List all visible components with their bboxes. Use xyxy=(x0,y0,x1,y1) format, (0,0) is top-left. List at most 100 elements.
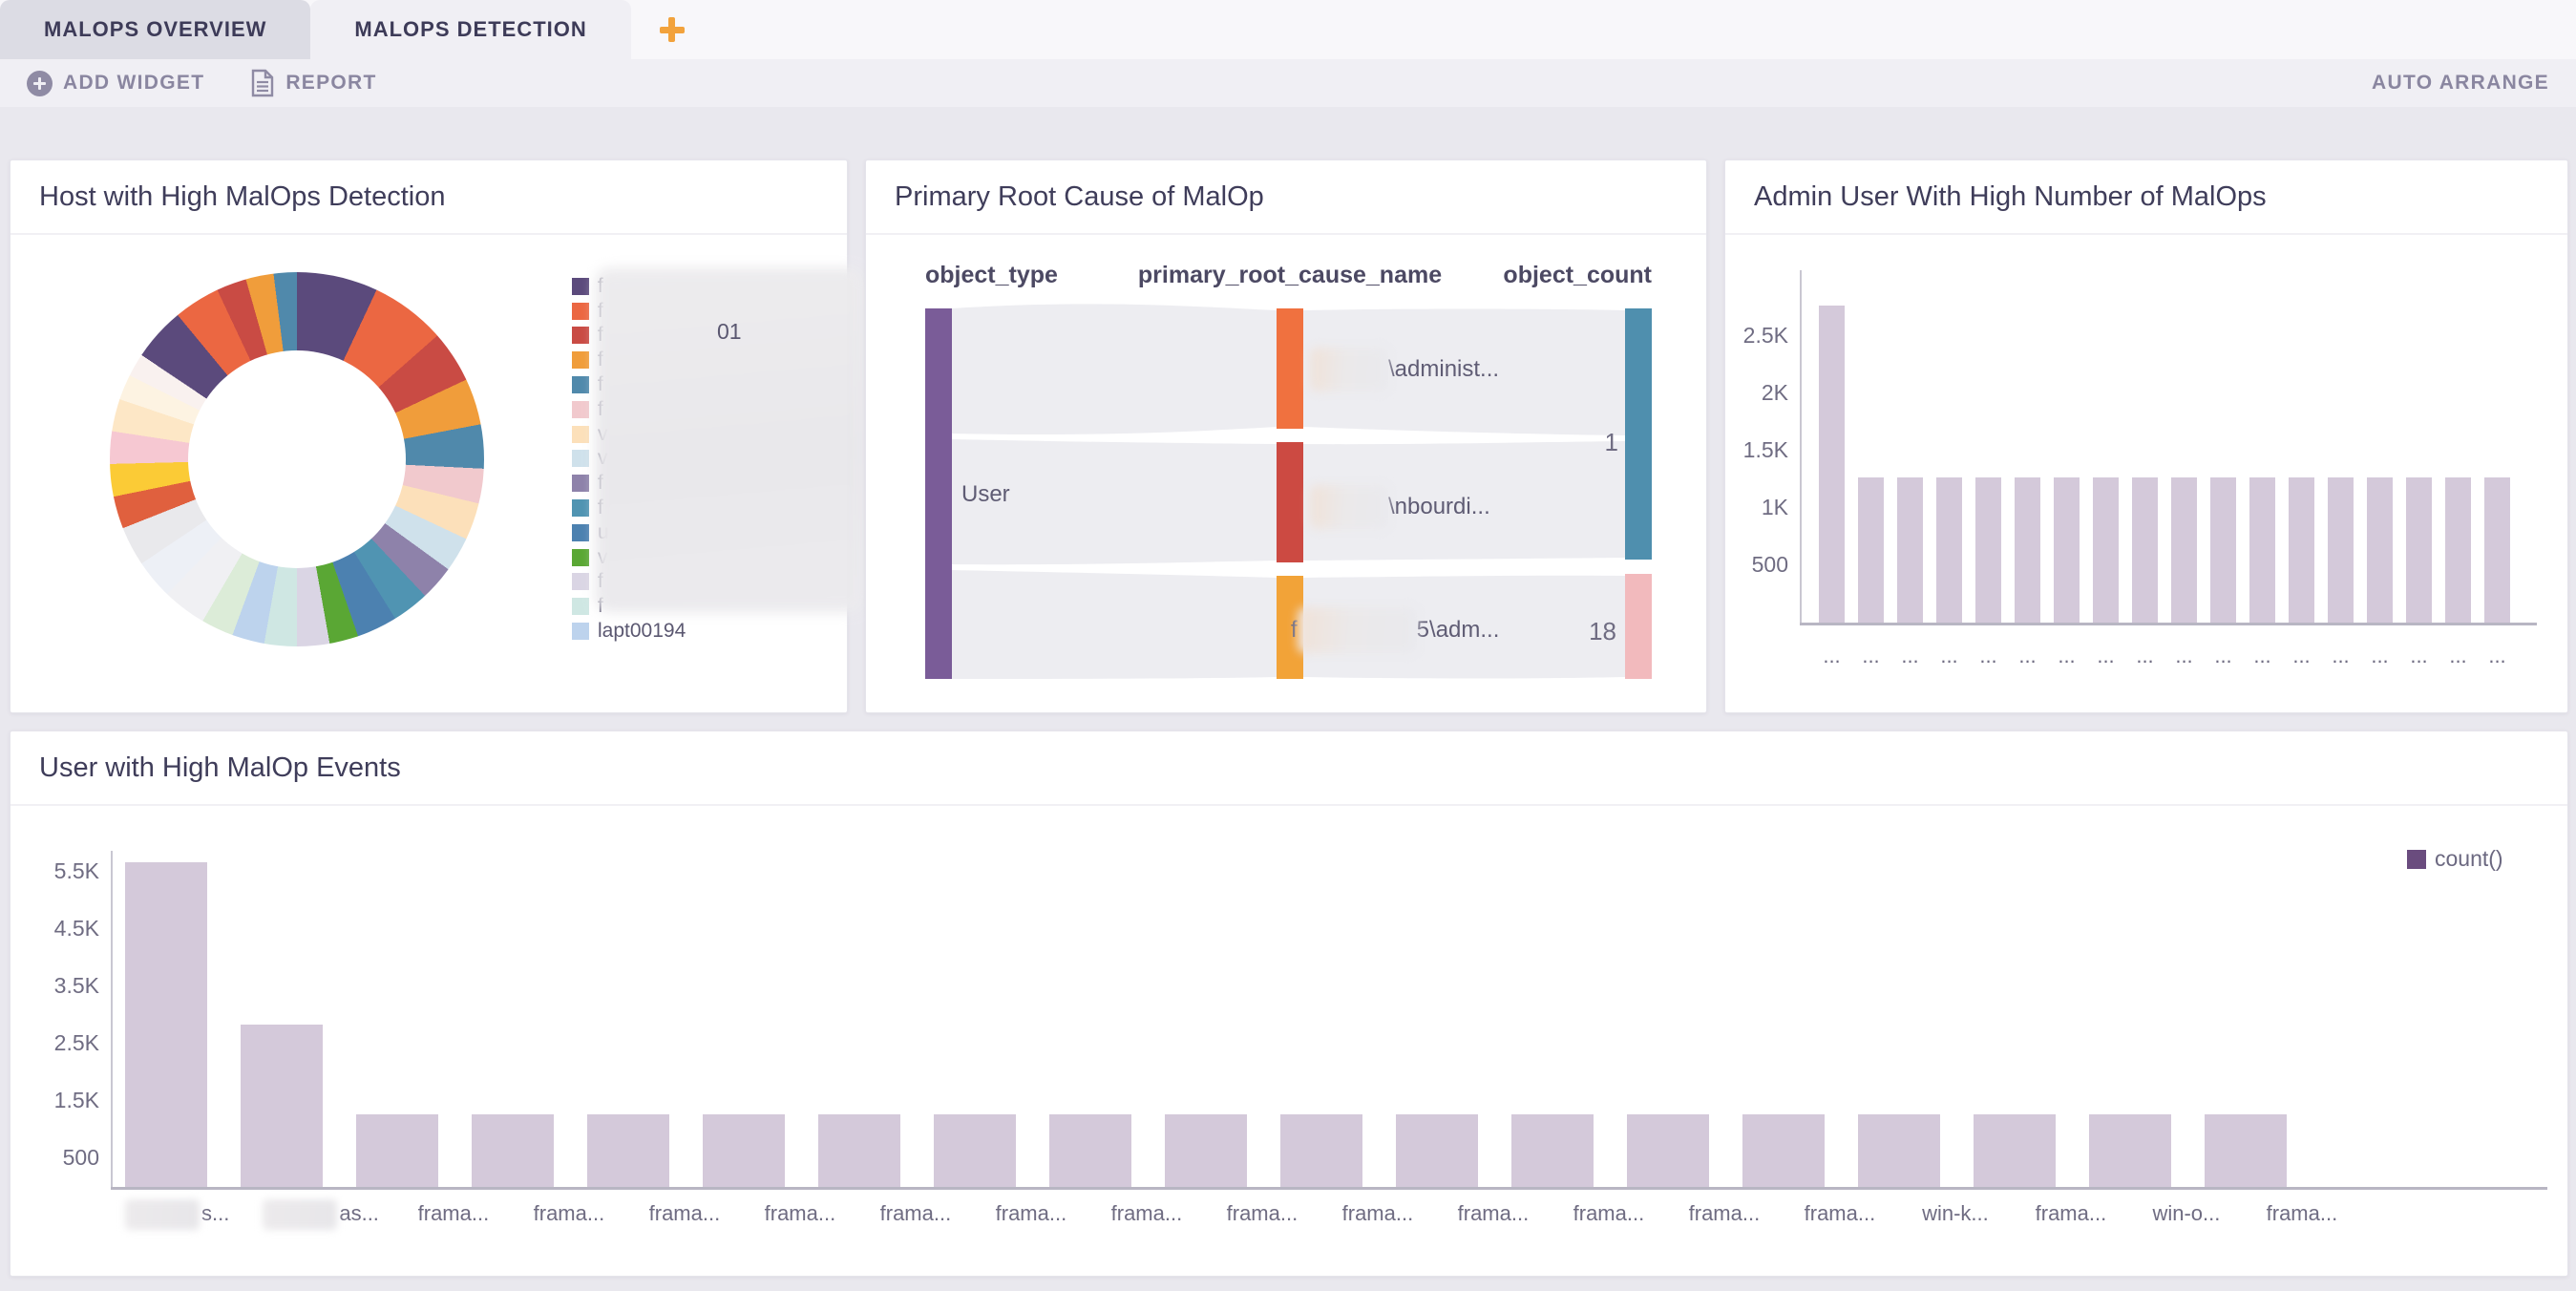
y-axis-tick: 3.5K xyxy=(53,973,99,998)
bar[interactable] xyxy=(1165,1113,1247,1187)
bar[interactable] xyxy=(2328,476,2354,623)
auto-arrange-button[interactable]: AUTO ARRANGE xyxy=(2372,72,2549,95)
y-axis-tick: 1.5K xyxy=(53,1088,99,1112)
bar[interactable] xyxy=(2289,476,2314,623)
tab-label: MALOPS DETECTION xyxy=(354,17,587,41)
auto-arrange-label: AUTO ARRANGE xyxy=(2372,72,2549,94)
bars xyxy=(125,861,2287,1187)
bar[interactable] xyxy=(356,1113,438,1187)
y-axis-tick: 2.5K xyxy=(1742,323,1788,348)
bar[interactable] xyxy=(934,1113,1016,1187)
sankey-count-value: 18 xyxy=(1589,617,1616,646)
x-axis-label: win-o... xyxy=(2152,1201,2221,1225)
bar[interactable] xyxy=(1858,1113,1940,1187)
sankey-ribbons xyxy=(952,304,1625,679)
sankey-node-cause-2[interactable] xyxy=(1277,442,1303,562)
sankey-node-cause-1[interactable] xyxy=(1277,308,1303,429)
x-axis-label: ... xyxy=(1979,644,1997,667)
legend-swatch xyxy=(572,327,589,345)
bar[interactable] xyxy=(2205,1113,2287,1187)
bar[interactable] xyxy=(587,1113,669,1187)
bar[interactable] xyxy=(2406,476,2432,623)
bar[interactable] xyxy=(2171,476,2197,623)
bar[interactable] xyxy=(1049,1113,1131,1187)
bar[interactable] xyxy=(2132,476,2158,623)
tab-label: MALOPS OVERVIEW xyxy=(44,17,267,41)
x-axis-line xyxy=(111,1187,2547,1190)
donut-chart[interactable] xyxy=(110,272,484,646)
x-axis-label: frama... xyxy=(1688,1201,1761,1225)
y-axis-tick: 2K xyxy=(1761,380,1788,405)
sankey-node-label: \nbourdi... xyxy=(1310,485,1490,529)
bar[interactable] xyxy=(2089,1113,2171,1187)
bar[interactable] xyxy=(1627,1113,1709,1187)
tab-malops-overview[interactable]: MALOPS OVERVIEW xyxy=(0,0,311,59)
x-axis-label: ... xyxy=(2332,644,2350,667)
sankey-node-count-18[interactable] xyxy=(1625,574,1652,679)
widget-title: User with High MalOp Events xyxy=(11,731,2567,806)
bars xyxy=(1819,305,2510,623)
x-axis-label: ... xyxy=(2058,644,2076,667)
legend-swatch xyxy=(572,425,589,443)
bar[interactable] xyxy=(2015,476,2040,623)
x-axis-label: ... xyxy=(2175,644,2193,667)
x-axis-label: ... xyxy=(1940,644,1958,667)
x-axis-label: frama... xyxy=(533,1201,605,1225)
dashboard-toolbar: ADD WIDGET REPORT AUTO ARRANGE xyxy=(0,59,2576,107)
bar[interactable] xyxy=(2054,476,2080,623)
redacted-text xyxy=(1297,607,1417,653)
x-labels: s... as... frama... frama... frama... frama..… xyxy=(125,1199,2343,1230)
bar[interactable] xyxy=(2367,476,2393,623)
bar[interactable] xyxy=(2210,476,2236,623)
bar[interactable] xyxy=(1396,1113,1478,1187)
redacted-text xyxy=(1310,348,1388,392)
x-axis-label: ... xyxy=(1862,644,1880,667)
bar[interactable] xyxy=(2249,476,2275,623)
report-document-icon xyxy=(252,69,274,97)
add-widget-button[interactable]: ADD WIDGET xyxy=(27,70,204,96)
add-tab-plus-icon[interactable] xyxy=(659,17,685,42)
sankey-count-value: 1 xyxy=(1604,428,1618,456)
bar[interactable] xyxy=(703,1113,785,1187)
bar[interactable] xyxy=(1975,476,2001,623)
bar[interactable] xyxy=(1974,1113,2056,1187)
bar[interactable] xyxy=(1280,1113,1362,1187)
report-button[interactable]: REPORT xyxy=(250,69,376,97)
legend-swatch xyxy=(572,351,589,370)
tab-malops-detection[interactable]: MALOPS DETECTION xyxy=(310,0,631,59)
bar[interactable] xyxy=(818,1113,900,1187)
legend-swatch xyxy=(572,548,589,566)
y-axis-tick: 5.5K xyxy=(53,858,99,883)
legend-swatch xyxy=(572,598,589,616)
x-axis-label: as... xyxy=(263,1199,379,1230)
bar[interactable] xyxy=(1858,476,1884,623)
widget-admin-user-malops: Admin User With High Number of MalOps 2.… xyxy=(1724,159,2568,713)
bar[interactable] xyxy=(2445,476,2471,623)
widget-title: Admin User With High Number of MalOps xyxy=(1725,160,2567,235)
y-axis-tick: 1K xyxy=(1761,495,1788,519)
bar[interactable] xyxy=(1742,1113,1825,1187)
bar[interactable] xyxy=(1897,476,1923,623)
bar[interactable] xyxy=(2093,476,2119,623)
sankey-node-label: f 5\adm... xyxy=(1291,607,1499,653)
sankey-node-user[interactable] xyxy=(925,308,952,679)
legend-swatch xyxy=(572,302,589,320)
widget-host-high-malops: Host with High MalOps Detection ffffffvv… xyxy=(10,159,864,713)
redacted-legend-overlay xyxy=(595,267,864,613)
redacted-text xyxy=(1310,485,1388,529)
bar[interactable] xyxy=(472,1113,554,1187)
legend-item[interactable]: lapt00194 xyxy=(572,619,686,644)
bar[interactable] xyxy=(2484,476,2510,623)
legend-swatch xyxy=(572,623,589,641)
sankey-node-count-1[interactable] xyxy=(1625,308,1652,560)
bar[interactable] xyxy=(241,1025,323,1187)
redacted-text xyxy=(263,1199,338,1230)
legend-swatch xyxy=(2407,849,2426,869)
bar[interactable] xyxy=(1819,305,1845,623)
bar[interactable] xyxy=(125,861,207,1187)
widget-title: Host with High MalOps Detection xyxy=(11,160,847,235)
bar[interactable] xyxy=(1511,1113,1594,1187)
legend-swatch xyxy=(572,475,589,493)
bar[interactable] xyxy=(1936,476,1962,623)
x-axis-label: ... xyxy=(2214,644,2232,667)
